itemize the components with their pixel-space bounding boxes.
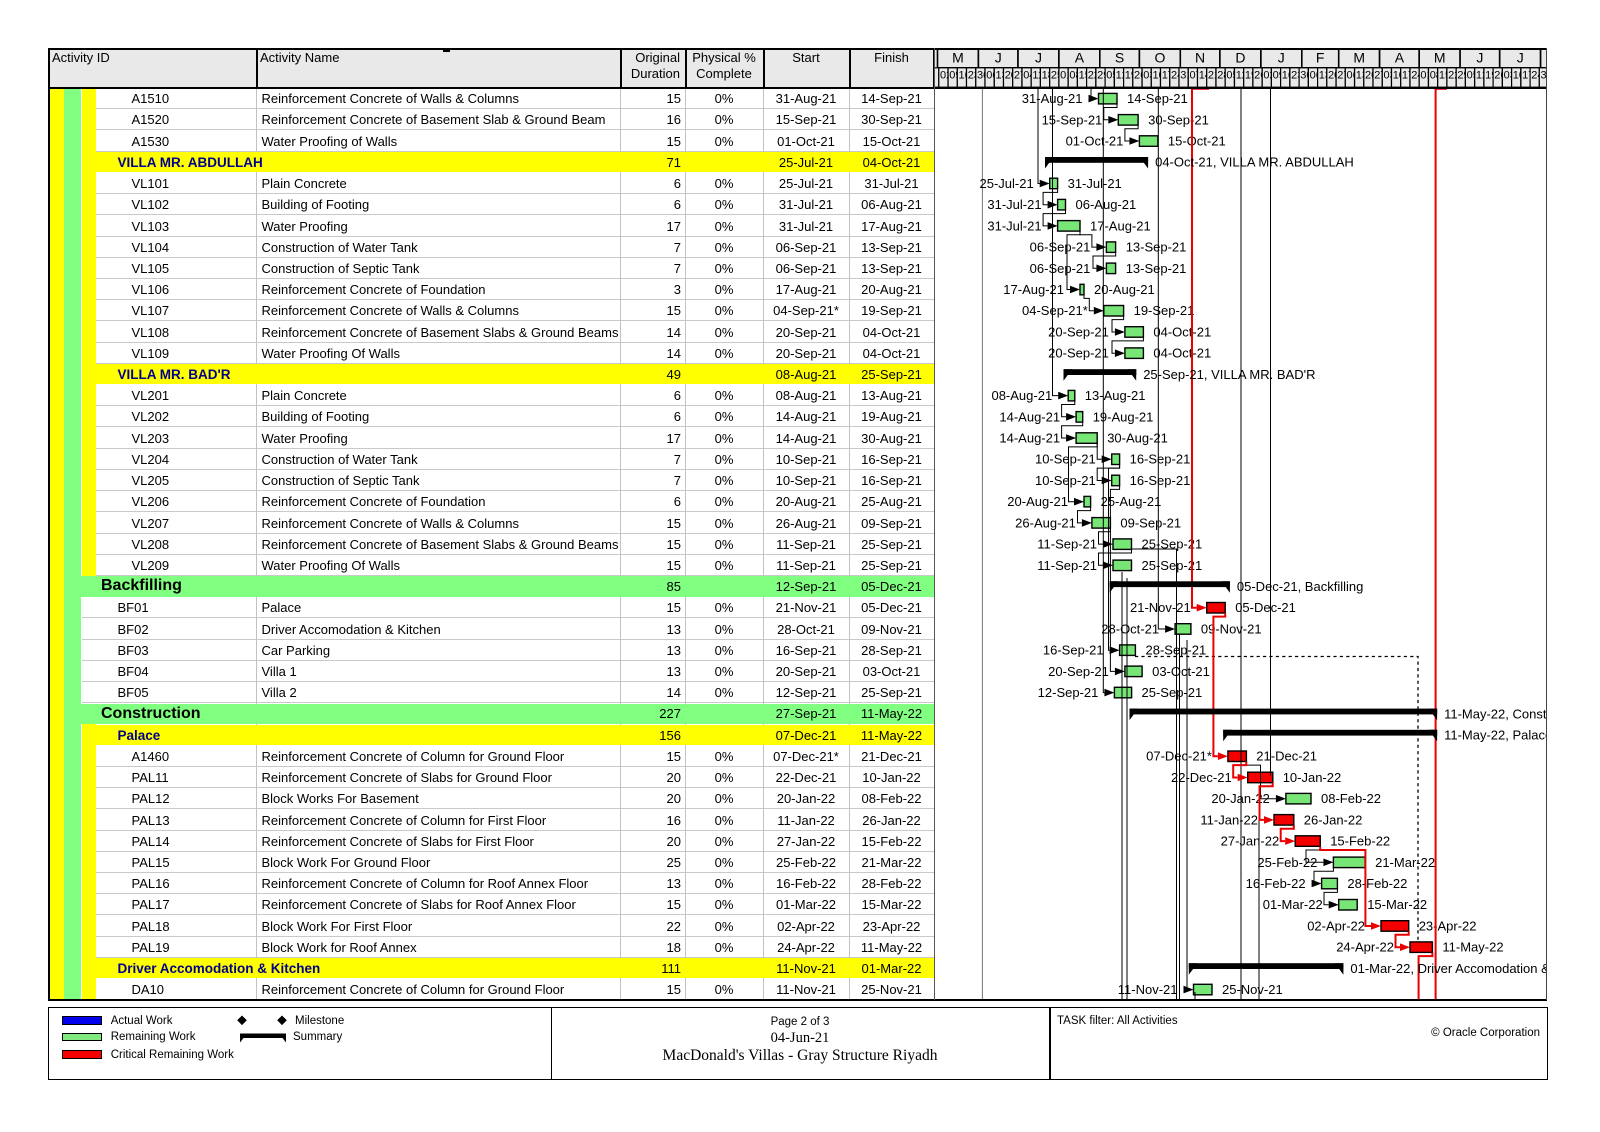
svg-text:11-May-22, Construction: 11-May-22, Construction <box>1444 706 1547 721</box>
svg-text:22-Dec-21: 22-Dec-21 <box>1171 770 1232 785</box>
svg-text:06-Sep-21: 06-Sep-21 <box>1030 240 1091 255</box>
svg-text:13-Sep-21: 13-Sep-21 <box>1126 261 1187 276</box>
svg-text:19-Aug-21: 19-Aug-21 <box>1093 409 1154 424</box>
svg-text:26-Jan-22: 26-Jan-22 <box>1304 812 1363 827</box>
svg-text:01-Oct-21: 01-Oct-21 <box>1066 134 1124 149</box>
svg-text:D: D <box>1235 49 1245 65</box>
svg-text:08-Feb-22: 08-Feb-22 <box>1321 791 1381 806</box>
svg-text:15-Feb-22: 15-Feb-22 <box>1330 834 1390 849</box>
svg-text:28-Sep-21: 28-Sep-21 <box>1146 643 1207 658</box>
svg-text:01-Mar-22: 01-Mar-22 <box>1263 897 1323 912</box>
svg-text:S: S <box>1115 49 1124 65</box>
svg-text:10-Jan-22: 10-Jan-22 <box>1283 770 1342 785</box>
svg-text:09-Sep-21: 09-Sep-21 <box>1120 515 1181 530</box>
svg-text:11-Sep-21: 11-Sep-21 <box>1037 537 1097 552</box>
svg-text:F: F <box>1316 49 1325 65</box>
svg-text:11-May-22: 11-May-22 <box>1442 940 1503 955</box>
svg-text:11-Sep-21: 11-Sep-21 <box>1037 558 1097 573</box>
svg-text:25-Sep-21, VILLA MR. BAD'R: 25-Sep-21, VILLA MR. BAD'R <box>1143 367 1315 382</box>
svg-text:21-Mar-22: 21-Mar-22 <box>1375 855 1435 870</box>
svg-text:J: J <box>1517 49 1524 65</box>
svg-text:23-Apr-22: 23-Apr-22 <box>1419 919 1477 934</box>
svg-text:A: A <box>1395 49 1405 65</box>
svg-text:28-Oct-21: 28-Oct-21 <box>1101 622 1159 637</box>
svg-text:25-Aug-21: 25-Aug-21 <box>1101 494 1162 509</box>
svg-text:14-Sep-21: 14-Sep-21 <box>1127 91 1188 106</box>
svg-text:06-Sep-21: 06-Sep-21 <box>1030 261 1091 276</box>
svg-text:26-Aug-21: 26-Aug-21 <box>1015 515 1076 530</box>
svg-text:A: A <box>1075 49 1085 65</box>
svg-text:12-Sep-21: 12-Sep-21 <box>1038 685 1099 700</box>
svg-text:31-Jul-21: 31-Jul-21 <box>987 218 1041 233</box>
svg-text:J: J <box>1278 49 1285 65</box>
svg-text:17-Aug-21: 17-Aug-21 <box>1090 218 1151 233</box>
svg-text:10-Sep-21: 10-Sep-21 <box>1035 452 1096 467</box>
svg-text:14-Aug-21: 14-Aug-21 <box>999 431 1060 446</box>
svg-text:14-Aug-21: 14-Aug-21 <box>999 409 1060 424</box>
svg-text:06-Aug-21: 06-Aug-21 <box>1076 197 1137 212</box>
svg-text:28-Feb-22: 28-Feb-22 <box>1347 876 1407 891</box>
svg-text:20-Sep-21: 20-Sep-21 <box>1048 664 1109 679</box>
svg-text:N: N <box>1195 49 1205 65</box>
svg-text:20-Sep-21: 20-Sep-21 <box>1048 325 1109 340</box>
svg-text:J: J <box>1476 49 1483 65</box>
svg-text:10-Sep-21: 10-Sep-21 <box>1035 473 1096 488</box>
svg-text:M: M <box>952 49 964 65</box>
svg-text:11-Nov-21: 11-Nov-21 <box>1118 982 1178 997</box>
svg-text:17-Aug-21: 17-Aug-21 <box>1003 282 1064 297</box>
svg-text:20-Aug-21: 20-Aug-21 <box>1094 282 1155 297</box>
svg-text:25-Jul-21: 25-Jul-21 <box>979 176 1033 191</box>
svg-text:31-Jul-21: 31-Jul-21 <box>987 197 1041 212</box>
svg-text:02-Apr-22: 02-Apr-22 <box>1307 919 1365 934</box>
svg-text:04-Sep-21*: 04-Sep-21* <box>1022 303 1088 318</box>
svg-text:24-Apr-22: 24-Apr-22 <box>1336 940 1394 955</box>
svg-text:M: M <box>1434 49 1446 65</box>
svg-text:13-Sep-21: 13-Sep-21 <box>1126 240 1187 255</box>
svg-text:25-Sep-21: 25-Sep-21 <box>1142 685 1203 700</box>
svg-text:13-Aug-21: 13-Aug-21 <box>1085 388 1146 403</box>
svg-text:20-Aug-21: 20-Aug-21 <box>1007 494 1068 509</box>
svg-text:J: J <box>1035 49 1042 65</box>
svg-text:08-Aug-21: 08-Aug-21 <box>991 388 1052 403</box>
svg-text:16-Sep-21: 16-Sep-21 <box>1130 473 1191 488</box>
svg-text:04-Oct-21, VILLA MR. ABDULLAH: 04-Oct-21, VILLA MR. ABDULLAH <box>1155 155 1354 170</box>
svg-text:16-Sep-21: 16-Sep-21 <box>1043 643 1104 658</box>
svg-text:04-Oct-21: 04-Oct-21 <box>1153 346 1211 361</box>
svg-text:31-Jul-21: 31-Jul-21 <box>1068 176 1122 191</box>
svg-text:21-Dec-21: 21-Dec-21 <box>1256 749 1317 764</box>
svg-text:19-Sep-21: 19-Sep-21 <box>1134 303 1195 318</box>
svg-text:30-Aug-21: 30-Aug-21 <box>1107 431 1168 446</box>
svg-text:20-Sep-21: 20-Sep-21 <box>1048 346 1109 361</box>
svg-text:11-Jan-22: 11-Jan-22 <box>1200 812 1258 827</box>
svg-text:J: J <box>995 49 1002 65</box>
svg-text:11: 11 <box>1032 69 1043 81</box>
svg-text:27-Jan-22: 27-Jan-22 <box>1221 834 1280 849</box>
svg-text:04-Oct-21: 04-Oct-21 <box>1153 325 1211 340</box>
svg-text:25-Feb-22: 25-Feb-22 <box>1257 855 1317 870</box>
svg-text:11-May-22, Palace: 11-May-22, Palace <box>1444 728 1547 743</box>
svg-text:05-Dec-21: 05-Dec-21 <box>1235 600 1296 615</box>
svg-text:21-Nov-21: 21-Nov-21 <box>1130 600 1191 615</box>
svg-text:31: 31 <box>1541 69 1548 81</box>
svg-text:15-Mar-22: 15-Mar-22 <box>1367 897 1427 912</box>
svg-text:01-Mar-22, Driver Accomodation: 01-Mar-22, Driver Accomodation & Kitchen <box>1350 961 1547 976</box>
svg-text:30-Sep-21: 30-Sep-21 <box>1148 112 1209 127</box>
svg-text:15-Sep-21: 15-Sep-21 <box>1042 112 1103 127</box>
svg-text:09-Nov-21: 09-Nov-21 <box>1201 622 1262 637</box>
svg-text:03-Oct-21: 03-Oct-21 <box>1152 664 1210 679</box>
svg-text:25-Sep-21: 25-Sep-21 <box>1142 537 1203 552</box>
svg-text:16-Feb-22: 16-Feb-22 <box>1246 876 1306 891</box>
svg-text:25-Sep-21: 25-Sep-21 <box>1142 558 1203 573</box>
svg-text:15-Oct-21: 15-Oct-21 <box>1168 134 1226 149</box>
svg-text:25-Nov-21: 25-Nov-21 <box>1222 982 1283 997</box>
svg-text:O: O <box>1154 49 1165 65</box>
svg-text:05-Dec-21, Backfilling: 05-Dec-21, Backfilling <box>1237 579 1363 594</box>
svg-text:M: M <box>1353 49 1365 65</box>
svg-text:16-Sep-21: 16-Sep-21 <box>1130 452 1191 467</box>
